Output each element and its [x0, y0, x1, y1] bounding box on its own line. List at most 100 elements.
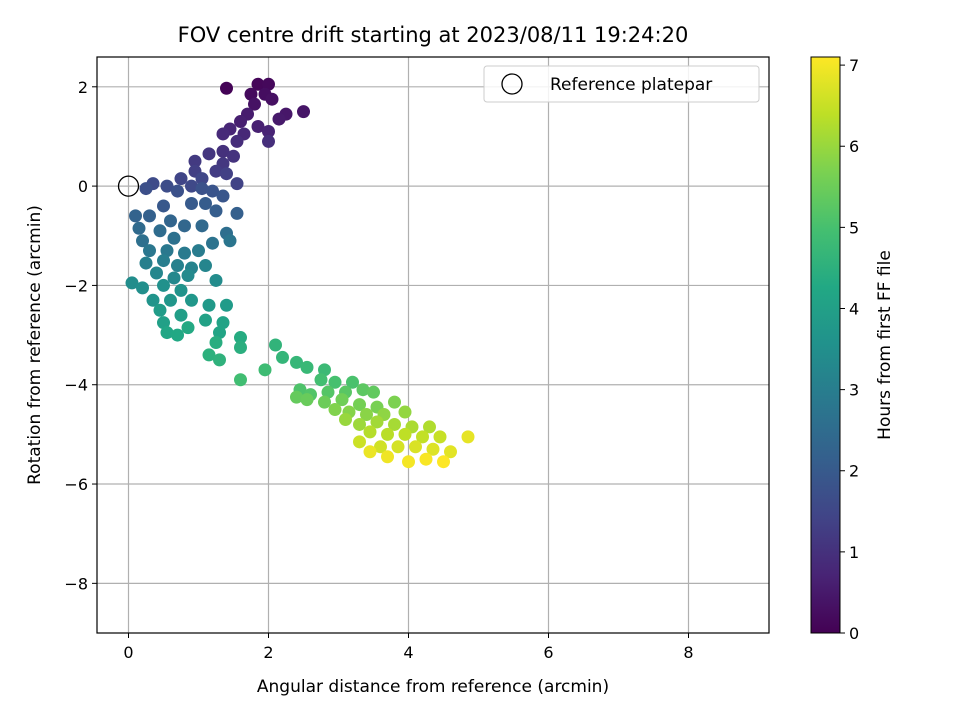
data-point: [276, 350, 289, 364]
data-point: [195, 172, 209, 186]
colorbar-ticks: 0 1 2 3 4 5 6 7: [840, 56, 859, 643]
data-point: [216, 189, 230, 203]
data-point: [178, 219, 191, 233]
data-point: [356, 383, 370, 397]
colorbar-tick-label: 4: [849, 299, 859, 318]
data-point: [157, 278, 170, 292]
legend: Reference platepar: [483, 65, 760, 103]
data-point: [171, 259, 184, 273]
data-point: [234, 340, 247, 354]
data-point: [391, 440, 405, 454]
colorbar: 0 1 2 3 4 5 6 7 Hours from first FF file: [810, 56, 895, 643]
data-point: [157, 199, 170, 213]
x-tick-label: 0: [123, 643, 133, 662]
data-point: [209, 204, 223, 218]
data-point: [143, 244, 156, 258]
data-point: [185, 179, 198, 193]
data-point: [209, 164, 223, 178]
data-point: [335, 393, 349, 407]
data-point: [185, 293, 198, 307]
data-point: [262, 134, 275, 148]
data-point: [328, 403, 342, 417]
data-point: [160, 326, 174, 340]
data-point: [381, 450, 394, 464]
data-point: [132, 221, 146, 235]
data-point: [174, 172, 188, 186]
data-point: [300, 360, 314, 374]
data-point: [164, 214, 177, 228]
data-point: [297, 105, 310, 119]
colorbar-tick-label: 0: [849, 624, 859, 643]
data-point: [213, 326, 226, 340]
data-point: [178, 246, 191, 260]
data-point: [318, 395, 331, 409]
y-tick-label: −4: [64, 376, 88, 395]
data-point: [129, 209, 142, 223]
data-point: [202, 298, 216, 312]
chart-title: FOV centre drift starting at 2023/08/11 …: [178, 23, 689, 47]
data-point: [363, 445, 377, 459]
y-tick-label: −8: [64, 574, 88, 593]
data-point: [160, 244, 174, 258]
data-point: [367, 385, 380, 399]
data-point: [339, 412, 352, 426]
x-tick-label: 8: [683, 643, 693, 662]
data-point: [206, 236, 219, 250]
data-point: [230, 134, 244, 148]
data-point: [216, 316, 230, 330]
data-point: [290, 355, 303, 369]
data-point: [174, 308, 188, 322]
data-point: [206, 184, 219, 198]
y-tick-label: −2: [64, 276, 88, 295]
data-point: [363, 425, 377, 439]
data-point: [136, 281, 149, 295]
data-point: [136, 234, 149, 248]
data-point: [234, 331, 247, 345]
data-point: [192, 244, 205, 258]
data-point: [426, 442, 440, 456]
data-point: [360, 408, 373, 422]
data-point: [314, 373, 328, 387]
data-point: [419, 452, 433, 466]
colorbar-tick-label: 7: [849, 56, 859, 75]
colorbar-tick-label: 1: [849, 543, 859, 562]
data-point: [216, 144, 230, 158]
data-point: [157, 316, 170, 330]
data-point: [220, 167, 233, 181]
data-point: [139, 256, 153, 270]
data-point: [209, 336, 223, 350]
x-axis-ticks: 0 2 4 6 8: [123, 633, 694, 662]
data-point: [199, 313, 212, 327]
data-point: [272, 112, 286, 126]
data-point: [181, 321, 195, 335]
data-point: [220, 81, 233, 95]
data-point: [227, 149, 240, 163]
colorbar-tick-label: 3: [849, 381, 859, 400]
data-point: [199, 259, 212, 273]
data-point: [167, 231, 181, 245]
y-tick-label: 2: [78, 78, 88, 97]
data-point: [251, 77, 265, 91]
data-point: [125, 276, 139, 290]
y-tick-label: −6: [64, 475, 88, 494]
data-point: [290, 390, 303, 404]
data-point: [346, 375, 359, 389]
data-point: [220, 298, 233, 312]
x-tick-label: 6: [543, 643, 553, 662]
data-point: [318, 363, 331, 377]
data-point: [230, 177, 244, 191]
data-point: [181, 268, 195, 282]
data-point: [171, 184, 184, 198]
data-point: [139, 182, 153, 196]
data-point: [398, 405, 412, 419]
data-point: [353, 435, 366, 449]
colorbar-tick-label: 5: [849, 218, 859, 237]
grid: [97, 57, 769, 633]
plot-frame: [96, 56, 770, 634]
y-tick-label: 0: [78, 177, 88, 196]
data-point: [269, 338, 282, 352]
data-point: [223, 234, 237, 248]
data-point: [188, 154, 202, 168]
data-point: [146, 293, 160, 307]
data-point: [153, 224, 167, 238]
